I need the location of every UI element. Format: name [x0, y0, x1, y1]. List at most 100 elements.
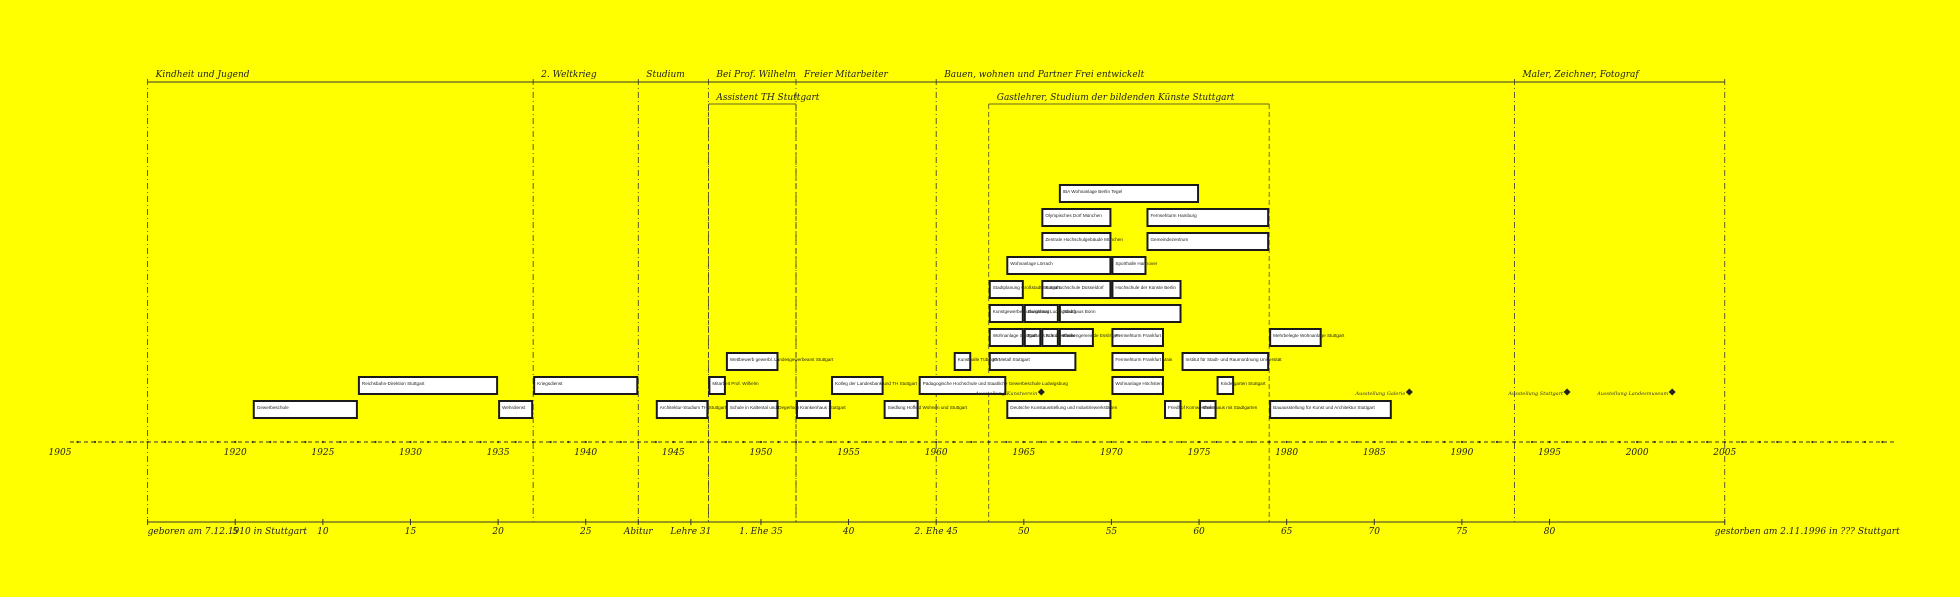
axis-dot: [917, 440, 920, 444]
axis-dot: [1040, 440, 1043, 444]
event-box-label: Architektur-Studium TH Stuttgart: [660, 405, 727, 410]
event-box-label: Wettbewerb gewerbl. Landesgewerbeamt Stu…: [730, 357, 834, 362]
bottom-axis-tick-label: 10: [317, 527, 329, 537]
axis-dot: [234, 440, 237, 444]
event-box: [1146, 232, 1270, 251]
bottom-axis-tick-label: geboren am 7.12.1910 in Stuttgart: [148, 527, 308, 537]
axis-dot: [794, 440, 798, 444]
axis-dot: [181, 440, 184, 444]
top-axis-tick-label: 1985: [1363, 448, 1386, 458]
event-box-label: Kunstgewerbe Ludwigsburg: [993, 309, 1050, 314]
event-box-label: Stadtplanung Großstadt Stuttgart: [993, 285, 1061, 290]
axis-dot: [1232, 440, 1236, 444]
bottom-axis-tick-label: 20: [491, 527, 504, 537]
axis-dot: [602, 440, 605, 444]
event-box: [1058, 304, 1182, 323]
axis-dot: [1408, 440, 1411, 444]
axis-dot: [1005, 440, 1008, 444]
axis-dot: [1776, 440, 1779, 444]
event-box: [988, 352, 1077, 371]
event-box: [1041, 328, 1059, 347]
axis-dot: [900, 440, 903, 444]
axis-dot: [1443, 440, 1446, 444]
axis-dot: [1758, 440, 1761, 444]
event-box-label: Institut für Stadt- und Raumordnung Univ…: [1186, 357, 1283, 362]
axis-dot: [759, 440, 763, 444]
event-box-label: Bauausstellung für Kunst und Architektur…: [1273, 405, 1375, 410]
axis-dot: [1320, 440, 1323, 444]
axis-dot: [882, 440, 885, 444]
axis-dot: [426, 440, 430, 444]
event-box: [1111, 352, 1165, 371]
axis-dot: [1180, 440, 1183, 444]
event-box-label: Kirchengemeinde Esslingen: [1063, 333, 1120, 338]
note-label: Ausstellung Landesmuseum: [1596, 391, 1668, 397]
event-box-label: Rathaus Kornwestheim: [1028, 333, 1076, 338]
event-box-label: Siedlung Hoffeld Wohnen und Stuttgart: [888, 405, 968, 410]
top-axis-tick-label: 1960: [925, 448, 948, 458]
event-box: [1006, 256, 1112, 275]
axis-dot: [128, 440, 132, 444]
axis-dot: [1425, 440, 1428, 444]
axis-dot: [829, 440, 833, 444]
axis-dot: [1688, 440, 1691, 444]
event-box-label: Mehrbelegte Wohnanlage Stuttgart: [1273, 333, 1345, 338]
axis-dot: [1671, 440, 1674, 444]
axis-dot: [339, 440, 342, 444]
phase-label: Maler, Zeichner, Fotograf: [1521, 70, 1640, 80]
event-box: [498, 400, 534, 419]
event-box: [1041, 232, 1112, 251]
event-box: [1199, 400, 1217, 419]
bottom-axis-tick-label: 65: [1281, 527, 1293, 537]
sub-phase-label: Assistent TH Stuttgart: [715, 93, 819, 103]
bottom-axis-tick-label: 1. Ehe 35: [739, 527, 783, 537]
axis-dot: [1057, 440, 1060, 444]
axis-dot: [1285, 440, 1288, 444]
event-box: [918, 376, 1007, 395]
axis-dot: [742, 440, 745, 444]
top-axis-tick-label: 1980: [1275, 448, 1298, 458]
event-box: [988, 280, 1024, 299]
axis-dot: [1022, 440, 1025, 444]
bottom-axis-tick-label: 55: [1106, 527, 1118, 537]
event-box: [1269, 328, 1322, 347]
event-box-label: IG Metall Stuttgart: [993, 357, 1031, 362]
event-box: [357, 376, 499, 395]
event-box: [1111, 328, 1165, 347]
top-axis-tick-label: 1945: [662, 448, 685, 458]
phase-label: Studium: [646, 70, 685, 80]
event-box-label: Pädagogische Hochschule und Staatliche G…: [923, 381, 1069, 386]
axis-dot: [1355, 440, 1358, 444]
bottom-axis-tick-label: 25: [579, 527, 592, 537]
bottom-axis-tick-label: 2. Ehe 45: [913, 527, 958, 537]
top-axis-tick-label: 2000: [1625, 448, 1649, 458]
event-box-label: Wohnanlage Höchsten: [1115, 381, 1162, 386]
event-box: [708, 376, 726, 395]
axis-dot: [1793, 440, 1796, 444]
axis-dot: [1460, 440, 1464, 444]
axis-dot: [1548, 440, 1551, 444]
axis-dot: [689, 440, 692, 444]
axis-dot: [1618, 440, 1621, 444]
top-axis-tick-label: 1920: [224, 448, 247, 458]
axis-dot: [724, 440, 728, 444]
axis-dot: [1600, 440, 1604, 444]
event-box-label: Kunsthochschule Düsseldorf: [1045, 285, 1104, 290]
event-box: [1181, 352, 1270, 371]
event-box-label: IBA Wohnanlage Berlin Tegel: [1063, 189, 1122, 194]
axis-dot: [672, 440, 675, 444]
axis-dot: [1197, 440, 1201, 444]
event-box: [1023, 328, 1042, 347]
bottom-axis-tick-label: Abitur: [623, 527, 654, 537]
axis-dot: [707, 440, 710, 444]
top-axis-tick-label: 1925: [311, 448, 334, 458]
event-box-label: Fernsehturm Frankfurt: [1115, 333, 1161, 338]
axis-dot: [164, 440, 167, 444]
axis-dot: [987, 440, 990, 444]
axis-dot: [1828, 440, 1832, 444]
axis-dot: [1075, 440, 1078, 444]
axis-dot: [409, 440, 412, 444]
axis-dot: [1250, 440, 1253, 444]
axis-dot: [1092, 440, 1096, 444]
event-box-label: Kunsthalle Tübingen: [958, 357, 1000, 362]
